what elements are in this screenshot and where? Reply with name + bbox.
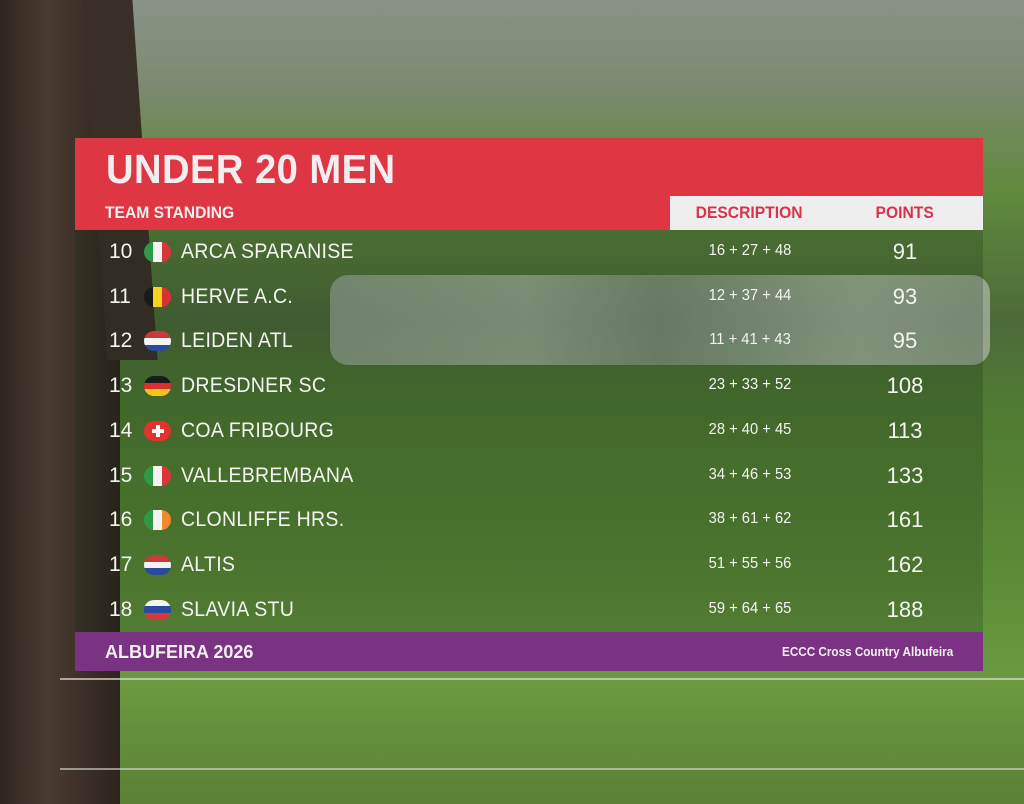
column-headers: DESCRIPTION POINTS	[670, 196, 983, 230]
table-row: 10 ARCA SPARANISE 16 + 27 + 48 91	[75, 230, 983, 275]
table-row: 15 VALLEBREMBANA 34 + 46 + 53 133	[75, 454, 983, 499]
rank: 15	[109, 463, 133, 487]
footer-competition: ECCC Cross Country Albufeira	[781, 644, 953, 659]
germany-flag-icon	[144, 376, 171, 397]
score-description: 12 + 37 + 44	[708, 286, 792, 304]
standings-table: 10 ARCA SPARANISE 16 + 27 + 48 91 11 HERV…	[75, 230, 983, 632]
rank: 10	[109, 240, 133, 263]
points: 95	[892, 328, 918, 354]
team-name: LEIDEN ATL	[181, 329, 294, 353]
score-description: 11 + 41 + 43	[709, 331, 791, 349]
points: 93	[892, 283, 918, 309]
team-name: VALLEBREMBANA	[181, 463, 354, 487]
panel-subtitle: TEAM STANDING	[105, 203, 235, 222]
rank: 14	[109, 418, 133, 442]
table-row: 18 SLAVIA STU 59 + 64 + 65 188	[75, 588, 983, 633]
footer-event: ALBUFEIRA 2026	[105, 642, 254, 662]
rank: 17	[109, 552, 133, 576]
panel-footer: ALBUFEIRA 2026 ECCC Cross Country Albufe…	[75, 632, 983, 671]
team-name: SLAVIA STU	[181, 597, 295, 621]
score-description: 16 + 27 + 48	[708, 242, 792, 259]
score-description: 51 + 55 + 56	[708, 554, 792, 572]
rank: 11	[109, 284, 131, 308]
switzerland-flag-icon	[144, 420, 171, 441]
belgium-flag-icon	[144, 286, 171, 307]
points: 108	[886, 373, 924, 399]
points: 161	[886, 507, 924, 533]
team-name: ALTIS	[181, 552, 236, 576]
team-name: COA FRIBOURG	[181, 418, 335, 442]
score-description: 34 + 46 + 53	[708, 465, 792, 483]
points: 91	[892, 239, 918, 264]
panel-header: UNDER 20 MEN TEAM STANDING DESCRIPTION P…	[75, 138, 983, 230]
table-row: 11 HERVE A.C. 12 + 37 + 44 93	[75, 275, 983, 320]
course-tape	[60, 768, 1024, 770]
points: 113	[887, 417, 923, 443]
standings-panel: UNDER 20 MEN TEAM STANDING DESCRIPTION P…	[75, 138, 983, 671]
rank: 13	[109, 374, 133, 398]
course-tape	[60, 678, 1024, 680]
rank: 12	[109, 329, 133, 353]
points: 188	[886, 596, 924, 622]
points: 133	[886, 462, 924, 488]
score-description: 59 + 64 + 65	[708, 599, 792, 617]
slovakia-flag-icon	[144, 599, 171, 620]
parked-vehicles	[330, 275, 990, 365]
column-header-points: POINTS	[875, 203, 934, 222]
score-description: 23 + 33 + 52	[708, 376, 792, 394]
table-row: 17 ALTIS 51 + 55 + 56 162	[75, 543, 983, 588]
table-row: 14 COA FRIBOURG 28 + 40 + 45 113	[75, 409, 983, 454]
rank: 18	[109, 597, 133, 621]
table-row: 12 LEIDEN ATL 11 + 41 + 43 95	[75, 319, 983, 364]
team-name: CLONLIFFE HRS.	[181, 508, 345, 532]
column-header-description: DESCRIPTION	[695, 203, 803, 222]
panel-title: UNDER 20 MEN	[106, 146, 396, 192]
rank: 16	[109, 508, 133, 532]
points: 162	[886, 551, 924, 577]
netherlands-flag-icon	[144, 554, 171, 575]
netherlands-flag-icon	[144, 331, 171, 352]
team-name: ARCA SPARANISE	[181, 240, 354, 263]
table-row: 13 DRESDNER SC 23 + 33 + 52 108	[75, 364, 983, 409]
ireland-flag-icon	[144, 510, 171, 531]
table-row: 16 CLONLIFFE HRS. 38 + 61 + 62 161	[75, 498, 983, 543]
score-description: 28 + 40 + 45	[708, 420, 792, 438]
team-name: DRESDNER SC	[181, 374, 327, 398]
italy-flag-icon	[144, 465, 171, 486]
team-name: HERVE A.C.	[181, 284, 294, 308]
score-description: 38 + 61 + 62	[708, 510, 792, 528]
italy-flag-icon	[144, 242, 171, 262]
